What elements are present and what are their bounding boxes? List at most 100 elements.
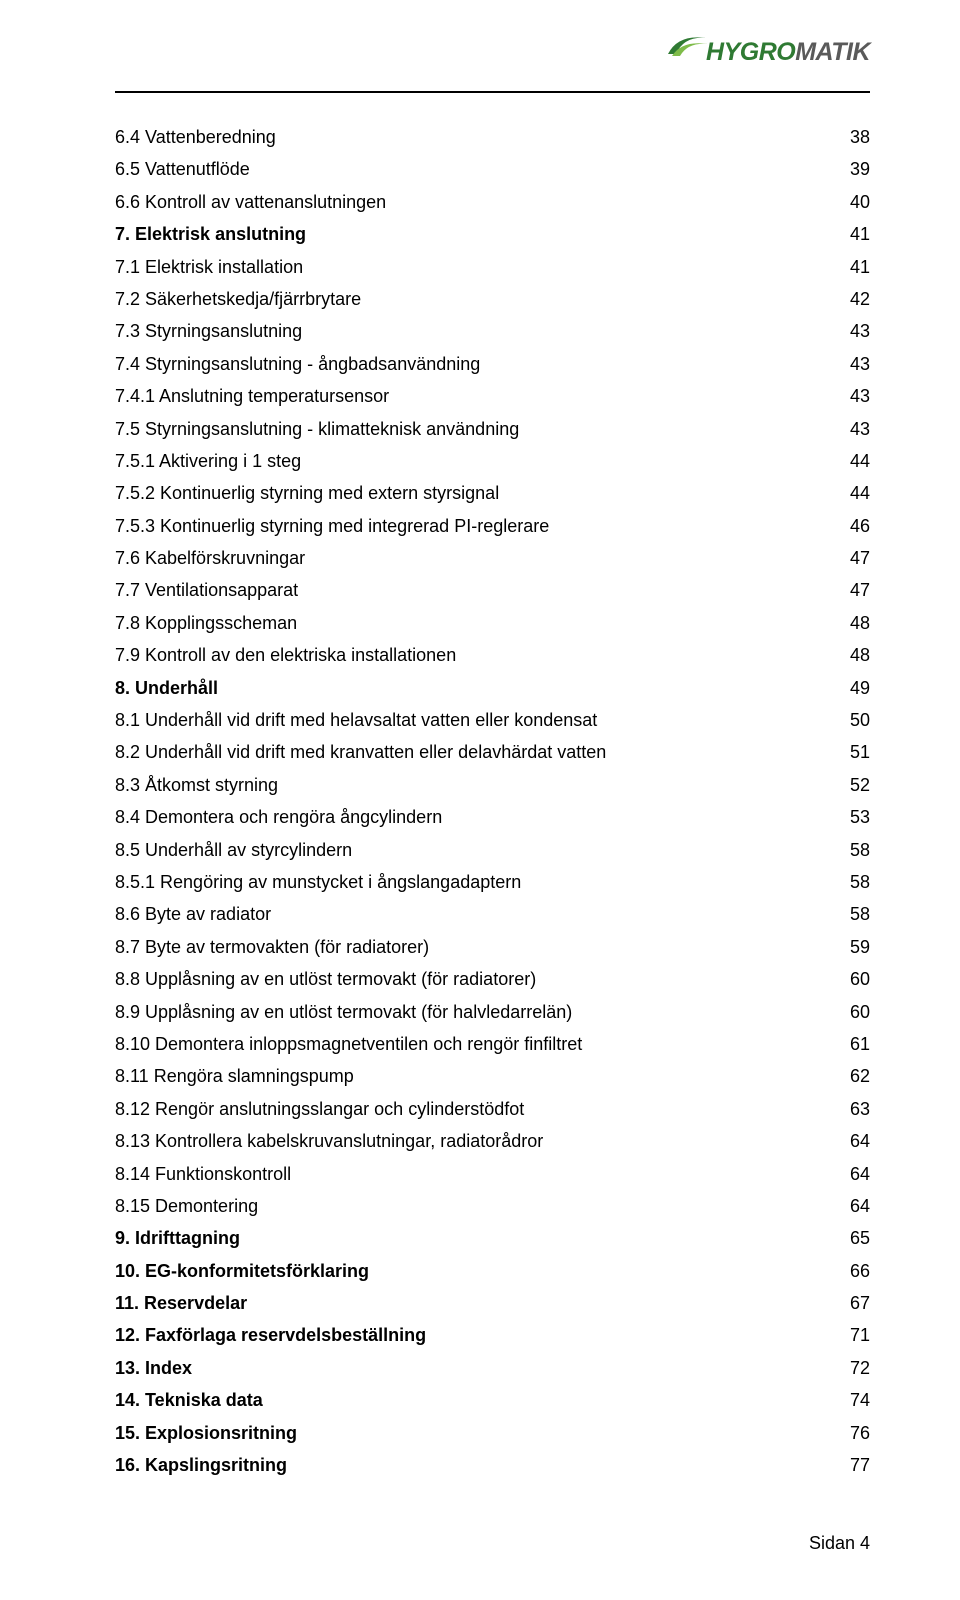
toc-label: 7.9 Kontroll av den elektriska installat… (115, 639, 456, 671)
toc-label: 9. Idrifttagning (115, 1222, 240, 1254)
toc-label: 8.14 Funktionskontroll (115, 1158, 291, 1190)
header: HYGRO MATIK (115, 30, 870, 77)
toc-label: 8.11 Rengöra slamningspump (115, 1060, 354, 1092)
toc-page-number: 77 (850, 1449, 870, 1481)
toc-row: 13. Index 72 (115, 1352, 870, 1384)
toc-label: 6.6 Kontroll av vattenanslutningen (115, 186, 386, 218)
toc-row: 7.3 Styrningsanslutning 43 (115, 315, 870, 347)
toc-row: 8.10 Demontera inloppsmagnetventilen och… (115, 1028, 870, 1060)
toc-row: 16. Kapslingsritning 77 (115, 1449, 870, 1481)
toc-page-number: 46 (850, 510, 870, 542)
toc-label: 15. Explosionsritning (115, 1417, 297, 1449)
toc-row: 7.5.1 Aktivering i 1 steg 44 (115, 445, 870, 477)
toc-page-number: 64 (850, 1125, 870, 1157)
toc-row: 7.4 Styrningsanslutning - ångbadsanvändn… (115, 348, 870, 380)
toc-label: 7.1 Elektrisk installation (115, 251, 303, 283)
toc-label: 7.2 Säkerhetskedja/fjärrbrytare (115, 283, 361, 315)
toc-row: 14. Tekniska data 74 (115, 1384, 870, 1416)
toc-row: 7.6 Kabelförskruvningar 47 (115, 542, 870, 574)
toc-page-number: 47 (850, 542, 870, 574)
toc-row: 15. Explosionsritning 76 (115, 1417, 870, 1449)
toc-page-number: 41 (850, 251, 870, 283)
toc-label: 8.5 Underhåll av styrcylindern (115, 834, 352, 866)
toc-row: 7.2 Säkerhetskedja/fjärrbrytare 42 (115, 283, 870, 315)
toc-row: 8.15 Demontering 64 (115, 1190, 870, 1222)
toc-label: 8.2 Underhåll vid drift med kranvatten e… (115, 736, 606, 768)
toc-page-number: 53 (850, 801, 870, 833)
toc-label: 6.5 Vattenutflöde (115, 153, 250, 185)
toc-label: 7.7 Ventilationsapparat (115, 574, 298, 606)
toc-label: 7.6 Kabelförskruvningar (115, 542, 305, 574)
toc-label: 8.4 Demontera och rengöra ångcylindern (115, 801, 442, 833)
toc-row: 8.1 Underhåll vid drift med helavsaltat … (115, 704, 870, 736)
toc-page-number: 47 (850, 574, 870, 606)
toc-label: 8.13 Kontrollera kabelskruvanslutningar,… (115, 1125, 543, 1157)
toc-page-number: 67 (850, 1287, 870, 1319)
toc-page-number: 44 (850, 477, 870, 509)
toc-label: 10. EG-konformitetsförklaring (115, 1255, 369, 1287)
toc-page-number: 51 (850, 736, 870, 768)
toc-page-number: 66 (850, 1255, 870, 1287)
toc-label: 14. Tekniska data (115, 1384, 263, 1416)
logo-text-hygro: HYGRO (706, 38, 795, 67)
toc-row: 9. Idrifttagning 65 (115, 1222, 870, 1254)
toc-row: 7.5.2 Kontinuerlig styrning med extern s… (115, 477, 870, 509)
toc-row: 8.6 Byte av radiator 58 (115, 898, 870, 930)
logo-text-matik: MATIK (795, 38, 870, 67)
toc-row: 7.5.3 Kontinuerlig styrning med integrer… (115, 510, 870, 542)
toc-page-number: 43 (850, 380, 870, 412)
toc-row: 8. Underhåll 49 (115, 672, 870, 704)
toc-row: 6.4 Vattenberedning 38 (115, 121, 870, 153)
page: HYGRO MATIK 6.4 Vattenberedning 386.5 Va… (0, 0, 960, 1600)
toc-row: 7.1 Elektrisk installation 41 (115, 251, 870, 283)
toc-label: 12. Faxförlaga reservdelsbeställning (115, 1319, 426, 1351)
toc-page-number: 60 (850, 963, 870, 995)
toc-page-number: 58 (850, 898, 870, 930)
toc-label: 8.3 Åtkomst styrning (115, 769, 278, 801)
toc-label: 7.3 Styrningsanslutning (115, 315, 302, 347)
toc-row: 7.9 Kontroll av den elektriska installat… (115, 639, 870, 671)
toc-label: 7.5.1 Aktivering i 1 steg (115, 445, 301, 477)
toc-page-number: 43 (850, 348, 870, 380)
toc-label: 7.5.3 Kontinuerlig styrning med integrer… (115, 510, 549, 542)
toc-page-number: 48 (850, 607, 870, 639)
toc-row: 8.13 Kontrollera kabelskruvanslutningar,… (115, 1125, 870, 1157)
toc-label: 7.5.2 Kontinuerlig styrning med extern s… (115, 477, 499, 509)
toc-label: 7. Elektrisk anslutning (115, 218, 306, 250)
toc-label: 8.12 Rengör anslutningsslangar och cylin… (115, 1093, 524, 1125)
toc-row: 8.8 Upplåsning av en utlöst termovakt (f… (115, 963, 870, 995)
toc-row: 7.7 Ventilationsapparat 47 (115, 574, 870, 606)
logo: HYGRO MATIK (666, 30, 870, 67)
toc-page-number: 58 (850, 866, 870, 898)
toc-label: 16. Kapslingsritning (115, 1449, 287, 1481)
toc-page-number: 49 (850, 672, 870, 704)
toc-page-number: 41 (850, 218, 870, 250)
toc-page-number: 38 (850, 121, 870, 153)
toc-page-number: 44 (850, 445, 870, 477)
header-rule (115, 91, 870, 93)
toc-label: 7.5 Styrningsanslutning - klimatteknisk … (115, 413, 519, 445)
toc-page-number: 64 (850, 1158, 870, 1190)
toc-page-number: 50 (850, 704, 870, 736)
toc-page-number: 43 (850, 413, 870, 445)
toc-row: 10. EG-konformitetsförklaring 66 (115, 1255, 870, 1287)
toc-row: 8.3 Åtkomst styrning 52 (115, 769, 870, 801)
toc-page-number: 59 (850, 931, 870, 963)
toc-row: 8.5.1 Rengöring av munstycket i ångslang… (115, 866, 870, 898)
toc-row: 8.4 Demontera och rengöra ångcylindern 5… (115, 801, 870, 833)
toc-page-number: 61 (850, 1028, 870, 1060)
toc-page-number: 65 (850, 1222, 870, 1254)
toc-page-number: 48 (850, 639, 870, 671)
toc-row: 8.12 Rengör anslutningsslangar och cylin… (115, 1093, 870, 1125)
toc-page-number: 62 (850, 1060, 870, 1092)
toc-page-number: 58 (850, 834, 870, 866)
toc-row: 12. Faxförlaga reservdelsbeställning 71 (115, 1319, 870, 1351)
toc-page-number: 52 (850, 769, 870, 801)
toc-page-number: 39 (850, 153, 870, 185)
logo-swoosh-icon (666, 30, 710, 60)
toc-row: 8.9 Upplåsning av en utlöst termovakt (f… (115, 996, 870, 1028)
toc-row: 8.11 Rengöra slamningspump 62 (115, 1060, 870, 1092)
toc-label: 6.4 Vattenberedning (115, 121, 276, 153)
toc-label: 8.10 Demontera inloppsmagnetventilen och… (115, 1028, 582, 1060)
toc-page-number: 63 (850, 1093, 870, 1125)
